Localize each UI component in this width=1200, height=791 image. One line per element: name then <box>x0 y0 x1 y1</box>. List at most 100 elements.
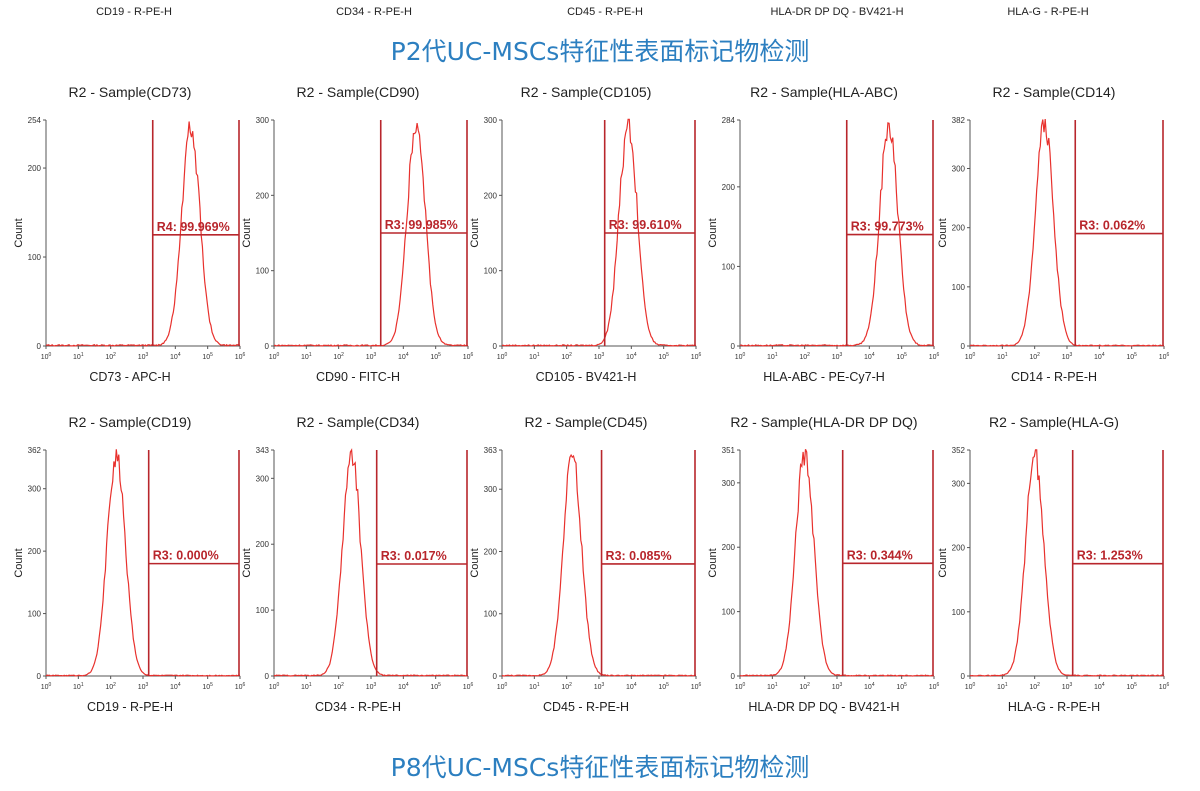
panel-title: R2 - Sample(CD34) <box>296 414 420 430</box>
x-tick-label: 103 <box>832 682 843 691</box>
y-tick-label: 200 <box>952 224 966 233</box>
gate-label: R3: 0.062% <box>1079 219 1145 233</box>
histogram-panel: R2 - Sample(HLA-DR DP DQ) 0 100 200 300 351 10… <box>706 414 942 734</box>
y-tick-label: 0 <box>37 672 42 681</box>
x-tick-label: 103 <box>1062 682 1073 691</box>
x-tick-label: 102 <box>799 352 810 361</box>
y-tick-label: 0 <box>961 672 966 681</box>
x-tick-label: 100 <box>965 352 976 361</box>
y-axis-label: Count <box>241 548 253 577</box>
panel-title: R2 - Sample(CD14) <box>992 84 1116 100</box>
y-tick-label: 362 <box>28 446 42 455</box>
y-tick-label: 100 <box>256 267 270 276</box>
y-tick-label: 351 <box>722 446 736 455</box>
histogram-panel: R2 - Sample(CD90) 0 100 200 300 100 101 102 103 1… <box>240 84 476 404</box>
x-tick-label: 102 <box>105 352 116 361</box>
figure-title-top: P2代UC-MSCs特征性表面标记物检测 <box>390 37 810 66</box>
histogram-line <box>969 119 1165 347</box>
top-partial-label-4: HLA-DR DP DQ - BV421-H <box>770 6 904 18</box>
top-partial-label-5: HLA-G - R-PE-H <box>1007 6 1089 18</box>
x-tick-label: 106 <box>1159 682 1170 691</box>
x-tick-label: 101 <box>767 682 778 691</box>
x-tick-label: 101 <box>73 352 84 361</box>
y-axis-label: Count <box>707 218 719 247</box>
gate-label: R3: 99.773% <box>851 220 924 234</box>
panel-title: R2 - Sample(CD45) <box>524 414 648 430</box>
x-tick-label: 102 <box>1029 682 1040 691</box>
x-tick-label: 101 <box>529 352 540 361</box>
x-tick-label: 106 <box>235 682 246 691</box>
x-tick-label: 105 <box>430 352 441 361</box>
y-axis-label: Count <box>13 218 25 247</box>
panel-title: R2 - Sample(CD105) <box>520 84 652 100</box>
y-tick-label: 382 <box>952 116 966 125</box>
y-tick-label: 0 <box>493 342 498 351</box>
x-tick-label: 100 <box>965 682 976 691</box>
y-axis-label: Count <box>937 218 949 247</box>
y-axis-label: Count <box>13 548 25 577</box>
x-tick-label: 105 <box>1126 682 1137 691</box>
histogram-panel: R2 - Sample(HLA-ABC) 0 100 200 284 100 101 102 1… <box>706 84 942 404</box>
y-tick-label: 300 <box>952 479 966 488</box>
histogram-line <box>969 449 1165 677</box>
x-tick-label: 103 <box>594 352 605 361</box>
gate-label: R3: 1.253% <box>1077 549 1143 563</box>
x-axis-label: CD45 - R-PE-H <box>542 700 630 714</box>
x-tick-label: 100 <box>497 352 508 361</box>
y-tick-label: 100 <box>28 253 42 262</box>
x-tick-label: 102 <box>561 682 572 691</box>
x-tick-label: 106 <box>691 352 702 361</box>
x-tick-label: 106 <box>235 352 246 361</box>
histogram-line <box>45 121 241 347</box>
x-tick-label: 100 <box>41 682 52 691</box>
x-tick-label: 103 <box>138 682 149 691</box>
y-tick-label: 300 <box>256 116 270 125</box>
x-axis-label: HLA-DR DP DQ - BV421-H <box>748 700 900 714</box>
y-tick-label: 100 <box>952 608 966 617</box>
x-tick-label: 106 <box>929 352 940 361</box>
panel-title: R2 - Sample(HLA-DR DP DQ) <box>730 414 918 430</box>
x-tick-label: 103 <box>366 682 377 691</box>
x-tick-label: 104 <box>864 682 875 691</box>
x-axis-label: CD90 - FITC-H <box>315 370 401 384</box>
y-tick-label: 300 <box>484 116 498 125</box>
histogram-panel: R2 - Sample(CD14) 0 100 200 300 382 100 101 102 1… <box>936 84 1172 404</box>
top-partial-label-1: CD19 - R-PE-H <box>96 6 172 18</box>
gate-label: R3: 99.610% <box>609 218 682 232</box>
y-tick-label: 363 <box>484 446 498 455</box>
top-partial-label-2: CD34 - R-PE-H <box>336 6 412 18</box>
x-tick-label: 101 <box>529 682 540 691</box>
y-tick-label: 0 <box>37 342 42 351</box>
histogram-line <box>739 449 934 677</box>
y-tick-label: 200 <box>256 540 270 549</box>
gate-label: R3: 0.344% <box>847 548 913 562</box>
x-tick-label: 106 <box>691 682 702 691</box>
x-tick-label: 103 <box>1062 352 1073 361</box>
panel-title: R2 - Sample(CD19) <box>68 414 192 430</box>
gate-label: R4: 99.969% <box>157 220 230 234</box>
x-axis-label: CD19 - R-PE-H <box>86 700 174 714</box>
x-tick-label: 101 <box>73 682 84 691</box>
y-tick-label: 300 <box>256 474 270 483</box>
panel-title: R2 - Sample(HLA-G) <box>989 414 1119 430</box>
x-axis-label: HLA-G - R-PE-H <box>1007 700 1101 714</box>
x-tick-label: 105 <box>1126 352 1137 361</box>
x-tick-label: 106 <box>463 352 474 361</box>
x-tick-label: 105 <box>202 682 213 691</box>
x-tick-label: 101 <box>997 352 1008 361</box>
x-tick-label: 104 <box>626 352 637 361</box>
y-tick-label: 100 <box>484 610 498 619</box>
x-tick-label: 101 <box>767 352 778 361</box>
y-tick-label: 100 <box>28 610 42 619</box>
y-tick-label: 200 <box>722 543 736 552</box>
panel-title: R2 - Sample(HLA-ABC) <box>750 84 898 100</box>
gate-label: R3: 99.985% <box>385 218 458 232</box>
histogram-panel: R2 - Sample(CD34) 0 100 200 300 343 100 101 102 1… <box>240 414 476 734</box>
